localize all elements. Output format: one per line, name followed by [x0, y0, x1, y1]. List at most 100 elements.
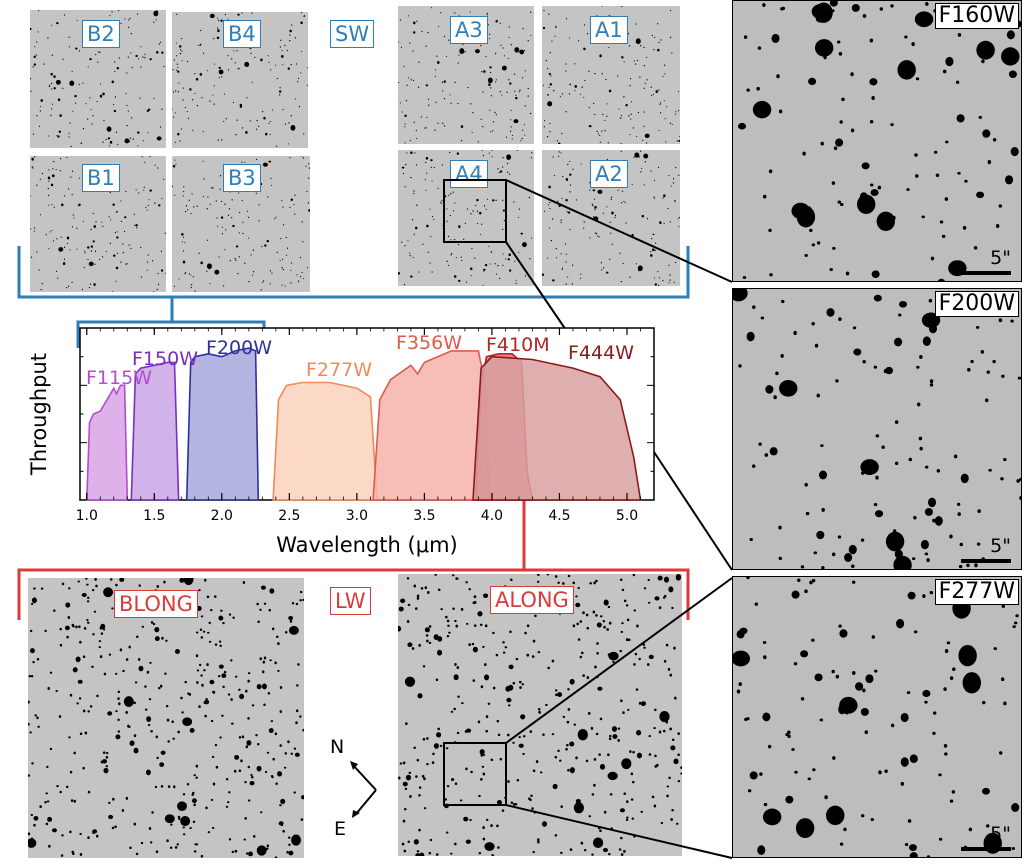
source: [82, 82, 84, 84]
source: [66, 785, 69, 789]
source: [851, 564, 855, 568]
source: [274, 661, 277, 665]
source: [223, 120, 225, 123]
source: [262, 660, 266, 664]
source: [478, 794, 481, 798]
source: [418, 794, 421, 797]
source: [222, 622, 225, 625]
source: [242, 232, 244, 235]
source: [446, 785, 450, 788]
source: [668, 776, 671, 780]
source: [71, 170, 74, 173]
source: [44, 801, 47, 804]
source: [956, 114, 965, 123]
source: [501, 65, 507, 71]
source: [621, 56, 624, 59]
source: [619, 578, 623, 582]
source: [99, 51, 101, 53]
source: [800, 697, 805, 701]
source: [82, 127, 85, 130]
source: [53, 160, 55, 163]
source: [181, 233, 184, 236]
source: [531, 152, 533, 154]
source: [560, 219, 562, 221]
source: [601, 6, 603, 7]
source: [998, 204, 1003, 208]
source: [658, 129, 660, 132]
source: [465, 839, 471, 844]
source: [71, 226, 74, 228]
source: [519, 49, 525, 55]
source: [447, 235, 450, 237]
source: [565, 198, 568, 202]
source: [287, 740, 290, 744]
source: [919, 355, 923, 359]
source: [280, 238, 282, 240]
source: [178, 817, 181, 821]
source: [401, 842, 405, 846]
source: [447, 264, 450, 267]
source: [499, 277, 501, 280]
detector-label-a4: A4: [450, 160, 488, 188]
source: [913, 515, 917, 520]
source: [617, 75, 619, 77]
filter-label: F277W: [934, 579, 1019, 605]
source: [269, 659, 272, 662]
source: [593, 581, 596, 585]
source: [118, 702, 121, 706]
source: [300, 818, 304, 821]
source: [307, 202, 309, 204]
source: [92, 212, 94, 215]
source: [28, 774, 31, 777]
source: [992, 137, 997, 142]
source: [621, 622, 624, 625]
source: [259, 608, 262, 611]
source: [586, 676, 590, 680]
source: [418, 643, 421, 647]
source: [659, 102, 662, 104]
source: [659, 103, 661, 105]
source: [173, 91, 175, 93]
source: [831, 552, 836, 557]
source: [672, 178, 675, 180]
source: [302, 157, 304, 159]
source: [294, 37, 296, 39]
source: [164, 814, 175, 824]
source: [287, 836, 291, 839]
source: [288, 122, 290, 124]
source: [881, 445, 885, 449]
source: [820, 141, 824, 146]
x-tick-label: 3.0: [346, 508, 368, 524]
source: [193, 803, 196, 807]
source: [179, 45, 182, 48]
source: [465, 581, 468, 584]
source: [65, 602, 71, 608]
source: [290, 198, 294, 201]
source: [612, 734, 618, 739]
source: [89, 705, 93, 708]
source: [288, 850, 294, 856]
source: [455, 624, 459, 628]
source: [33, 587, 36, 590]
source: [36, 184, 38, 186]
source: [279, 744, 282, 747]
source: [606, 103, 608, 105]
source: [454, 662, 457, 666]
source: [800, 565, 805, 569]
source: [785, 795, 794, 804]
source: [239, 211, 241, 214]
source: [546, 135, 549, 138]
source: [908, 844, 918, 851]
source: [532, 769, 536, 773]
source: [236, 50, 238, 52]
source: [657, 23, 659, 25]
source: [261, 683, 267, 690]
source: [497, 264, 499, 267]
source: [508, 253, 511, 257]
source: [211, 187, 213, 189]
source: [552, 156, 554, 158]
source: [1008, 70, 1017, 79]
source: [443, 125, 446, 127]
source: [957, 171, 961, 175]
source: [634, 652, 638, 656]
